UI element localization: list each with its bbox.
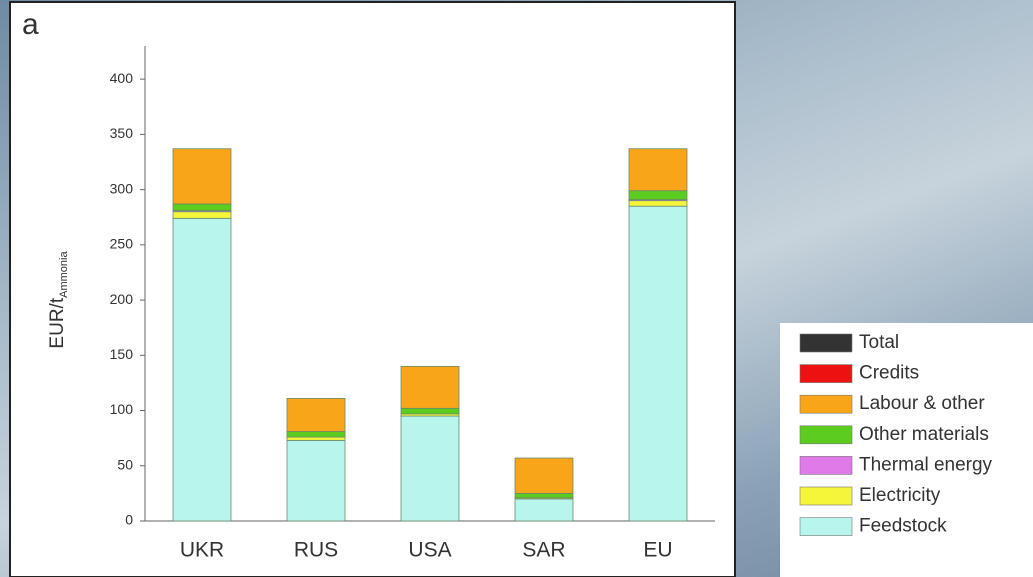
bar-segment xyxy=(172,217,232,522)
x-tick-label: RUS xyxy=(294,539,338,562)
legend-box xyxy=(780,323,1033,577)
legend-label: Labour & other xyxy=(859,393,985,414)
bar-segment xyxy=(514,498,574,522)
legend-label: Other materials xyxy=(859,424,989,445)
legend-swatch xyxy=(799,364,853,383)
y-tick-label: 150 xyxy=(110,346,134,362)
x-tick-label: UKR xyxy=(180,539,224,562)
bar-segment xyxy=(514,492,574,499)
y-tick-label: 0 xyxy=(125,512,133,528)
bar-segment xyxy=(514,457,574,494)
legend-swatch xyxy=(799,456,853,475)
bar-segment xyxy=(286,397,346,432)
y-tick-label: 100 xyxy=(110,401,134,417)
legend-label: Credits xyxy=(859,363,919,384)
y-tick-label: 200 xyxy=(110,291,134,307)
y-tick-label: 50 xyxy=(117,456,133,472)
x-tick-label: SAR xyxy=(522,539,565,562)
chart-panel xyxy=(9,1,736,577)
y-tick-label: 400 xyxy=(110,70,134,86)
bar-segment xyxy=(172,203,232,211)
y-axis-label: EUR/tAmmonia xyxy=(47,251,70,349)
legend-label: Thermal energy xyxy=(859,454,993,475)
legend-label: Feedstock xyxy=(859,516,947,537)
legend-swatch xyxy=(799,333,853,353)
x-tick-label: EU xyxy=(643,539,672,562)
y-tick-label: 300 xyxy=(110,180,134,196)
y-axis-label-main: EUR/t xyxy=(47,297,68,348)
y-tick-label: 350 xyxy=(110,125,134,141)
bar-segment xyxy=(628,148,688,192)
legend-swatch xyxy=(799,517,853,536)
bar-segment xyxy=(400,365,460,409)
y-tick-label: 250 xyxy=(110,236,134,252)
legend-swatch xyxy=(799,425,853,445)
bar-segment xyxy=(628,205,688,522)
legend-swatch xyxy=(799,394,853,414)
bar-segment xyxy=(286,431,346,438)
bar-segment xyxy=(628,190,688,200)
bar-segment xyxy=(400,407,460,415)
bar-segment xyxy=(628,200,688,207)
bar-segment xyxy=(172,148,232,205)
panel-label: a xyxy=(22,8,39,41)
legend-label: Electricity xyxy=(859,485,941,506)
y-axis-label-sub: Ammonia xyxy=(58,251,70,298)
bar-segment xyxy=(400,415,460,522)
legend-label: Total xyxy=(859,332,899,353)
bar-segment xyxy=(172,211,232,219)
legend-swatch xyxy=(799,486,853,506)
bar-segment xyxy=(286,439,346,522)
bar-segment xyxy=(286,436,346,441)
x-tick-label: USA xyxy=(408,539,451,562)
